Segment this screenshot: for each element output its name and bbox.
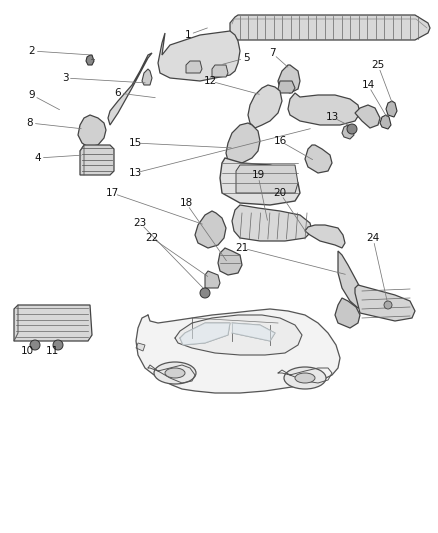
- Polygon shape: [136, 343, 145, 351]
- Text: 25: 25: [371, 60, 385, 70]
- Text: 8: 8: [27, 118, 33, 128]
- Polygon shape: [355, 285, 415, 321]
- Polygon shape: [248, 85, 282, 128]
- Polygon shape: [342, 125, 354, 139]
- Text: 13: 13: [128, 168, 141, 178]
- Text: 3: 3: [62, 73, 68, 83]
- Text: 6: 6: [115, 88, 121, 98]
- Polygon shape: [288, 93, 360, 125]
- Text: 15: 15: [128, 138, 141, 148]
- Circle shape: [347, 124, 357, 134]
- Polygon shape: [195, 211, 226, 248]
- Text: 11: 11: [46, 346, 59, 356]
- Text: 10: 10: [21, 346, 34, 356]
- Polygon shape: [380, 115, 391, 129]
- Polygon shape: [205, 271, 220, 288]
- Polygon shape: [220, 158, 300, 205]
- Text: 14: 14: [361, 80, 374, 90]
- Polygon shape: [278, 65, 300, 93]
- Text: 7: 7: [268, 48, 276, 58]
- Polygon shape: [236, 165, 298, 193]
- Text: 17: 17: [106, 188, 119, 198]
- Text: 21: 21: [235, 243, 249, 253]
- Text: 1: 1: [185, 30, 191, 40]
- Circle shape: [30, 340, 40, 350]
- Circle shape: [53, 340, 63, 350]
- Polygon shape: [226, 123, 260, 165]
- Polygon shape: [355, 105, 380, 128]
- Polygon shape: [232, 205, 312, 241]
- Polygon shape: [180, 323, 230, 345]
- Text: 4: 4: [35, 153, 41, 163]
- Polygon shape: [14, 305, 92, 341]
- Polygon shape: [305, 225, 345, 248]
- Polygon shape: [232, 323, 275, 341]
- Polygon shape: [335, 298, 360, 328]
- Ellipse shape: [165, 368, 185, 378]
- Polygon shape: [212, 65, 228, 77]
- Polygon shape: [186, 61, 202, 73]
- Polygon shape: [158, 31, 240, 81]
- Polygon shape: [230, 15, 430, 40]
- Polygon shape: [175, 315, 302, 355]
- Polygon shape: [142, 69, 152, 85]
- Text: 5: 5: [243, 53, 249, 63]
- Text: 2: 2: [28, 46, 35, 56]
- Circle shape: [384, 301, 392, 309]
- Ellipse shape: [295, 373, 315, 383]
- Ellipse shape: [154, 362, 196, 384]
- Text: 12: 12: [203, 76, 217, 86]
- Text: 9: 9: [28, 90, 35, 100]
- Text: 24: 24: [366, 233, 380, 243]
- Text: 16: 16: [273, 136, 286, 146]
- Polygon shape: [86, 55, 94, 65]
- Text: 13: 13: [325, 112, 339, 122]
- Text: 23: 23: [134, 218, 147, 228]
- Circle shape: [200, 288, 210, 298]
- Polygon shape: [108, 53, 152, 125]
- Text: 19: 19: [251, 170, 265, 180]
- Polygon shape: [80, 145, 114, 175]
- Text: 20: 20: [273, 188, 286, 198]
- Polygon shape: [218, 248, 242, 275]
- Polygon shape: [338, 251, 368, 308]
- Ellipse shape: [284, 367, 326, 389]
- Polygon shape: [78, 115, 106, 147]
- Polygon shape: [386, 101, 397, 117]
- Polygon shape: [305, 145, 332, 173]
- Polygon shape: [136, 309, 340, 393]
- Text: 18: 18: [180, 198, 193, 208]
- Polygon shape: [278, 81, 295, 93]
- Text: 22: 22: [145, 233, 159, 243]
